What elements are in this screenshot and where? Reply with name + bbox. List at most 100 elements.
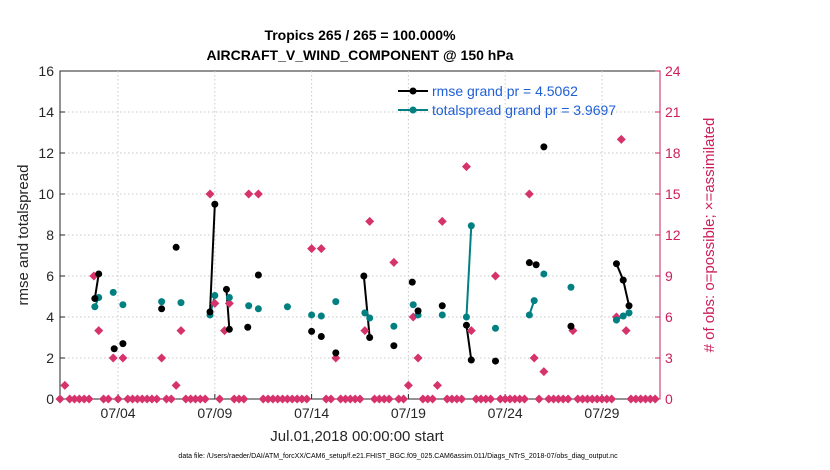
x-tick-label: 07/19 <box>391 405 426 421</box>
y-tick-label-right: 3 <box>665 350 673 366</box>
rmse-point <box>110 345 118 353</box>
rmse-point <box>414 307 422 315</box>
obs-point <box>423 394 433 404</box>
obs-point <box>132 394 142 404</box>
totalspread-point <box>361 309 369 317</box>
rmse-point <box>438 302 446 310</box>
obs-point <box>481 394 491 404</box>
obs-point <box>224 298 234 308</box>
obs-point <box>147 394 157 404</box>
rmse-point <box>619 276 627 284</box>
y-tick-label-left: 4 <box>46 309 54 325</box>
obs-point <box>210 298 220 308</box>
chart-title-line1: Tropics 265 / 265 = 100.000% <box>264 27 456 43</box>
obs-point <box>529 353 539 363</box>
obs-point <box>587 394 597 404</box>
obs-point <box>229 394 239 404</box>
obs-point <box>171 380 181 390</box>
rmse-point <box>567 322 575 330</box>
rmse-point <box>222 285 230 293</box>
totalspread-point <box>619 312 627 320</box>
obs-point <box>631 394 641 404</box>
totalspread-point <box>211 291 219 299</box>
y-tick-label-right: 21 <box>665 104 681 120</box>
y-tick-label-left: 12 <box>38 145 54 161</box>
obs-point <box>505 394 515 404</box>
obs-point <box>234 394 244 404</box>
obs-point <box>626 394 636 404</box>
obs-point <box>418 394 428 404</box>
rmse-point <box>491 357 499 365</box>
rmse-point <box>366 334 374 341</box>
obs-point <box>152 394 162 404</box>
x-tick-label: 07/04 <box>101 405 136 421</box>
obs-point <box>157 353 167 363</box>
chart-title-line2: AIRCRAFT_V_WIND_COMPONENT @ 150 hPa <box>207 47 514 63</box>
obs-point <box>495 394 505 404</box>
totalspread-point <box>438 311 446 319</box>
obs-point <box>621 326 631 336</box>
rmse-point <box>158 305 166 313</box>
totalspread-point <box>109 288 117 296</box>
totalspread-point <box>332 298 340 306</box>
legend-rmse-label: rmse grand pr = 4.5062 <box>432 83 578 99</box>
totalspread-point <box>612 316 620 324</box>
x-tick-label: 07/09 <box>197 405 232 421</box>
rmse-markers <box>91 143 633 365</box>
totalspread-point <box>225 294 233 302</box>
y-tick-label-left: 6 <box>46 268 54 284</box>
obs-point <box>602 394 612 404</box>
obs-point <box>524 189 534 199</box>
obs-point <box>553 394 563 404</box>
rmse-point <box>308 327 316 335</box>
obs-point <box>331 353 341 363</box>
totalspread-point <box>366 314 374 322</box>
obs-point <box>355 394 365 404</box>
obs-point <box>428 394 438 404</box>
y-tick-label-right: 15 <box>665 186 681 202</box>
obs-point <box>99 394 109 404</box>
totalspread-point <box>390 322 398 330</box>
rmse-point <box>172 243 180 251</box>
totalspread-point <box>177 299 185 307</box>
rmse-point <box>91 295 99 303</box>
obs-point <box>190 394 200 404</box>
rmse-point <box>317 332 325 340</box>
obs-point <box>94 326 104 336</box>
totalspread-point <box>119 301 127 309</box>
totalspread-point <box>317 312 325 320</box>
obs-point <box>578 394 588 404</box>
obs-point <box>258 394 268 404</box>
y-tick-label-right: 0 <box>665 391 673 407</box>
rmse-point <box>332 349 340 357</box>
obs-point <box>447 394 457 404</box>
obs-point <box>582 394 592 404</box>
y-tick-label-right: 12 <box>665 227 681 243</box>
obs-point <box>186 394 196 404</box>
obs-point <box>128 394 138 404</box>
obs-point <box>549 394 559 404</box>
obs-point <box>563 394 573 404</box>
obs-point <box>215 394 225 404</box>
obs-point <box>307 244 317 254</box>
obs-point <box>55 394 65 404</box>
totalspread-point <box>625 309 633 317</box>
obs-point <box>607 394 617 404</box>
obs-point <box>573 394 583 404</box>
obs-point <box>389 257 399 267</box>
obs-point <box>118 353 128 363</box>
totalspread-point <box>409 301 417 309</box>
obs-point <box>471 394 481 404</box>
obs-point <box>442 394 452 404</box>
rmse-point <box>225 325 233 333</box>
y-tick-label-left: 8 <box>46 227 54 243</box>
obs-point <box>181 394 191 404</box>
y-axis-right: 0 3 6 9 12 15 18 21 24 <box>655 63 681 407</box>
rmse-point <box>211 200 219 208</box>
legend-spread-label: totalspread grand pr = 3.9697 <box>432 102 616 118</box>
rmse-point <box>467 356 475 364</box>
obs-point <box>316 244 326 254</box>
obs-point <box>370 394 380 404</box>
obs-point <box>244 189 254 199</box>
